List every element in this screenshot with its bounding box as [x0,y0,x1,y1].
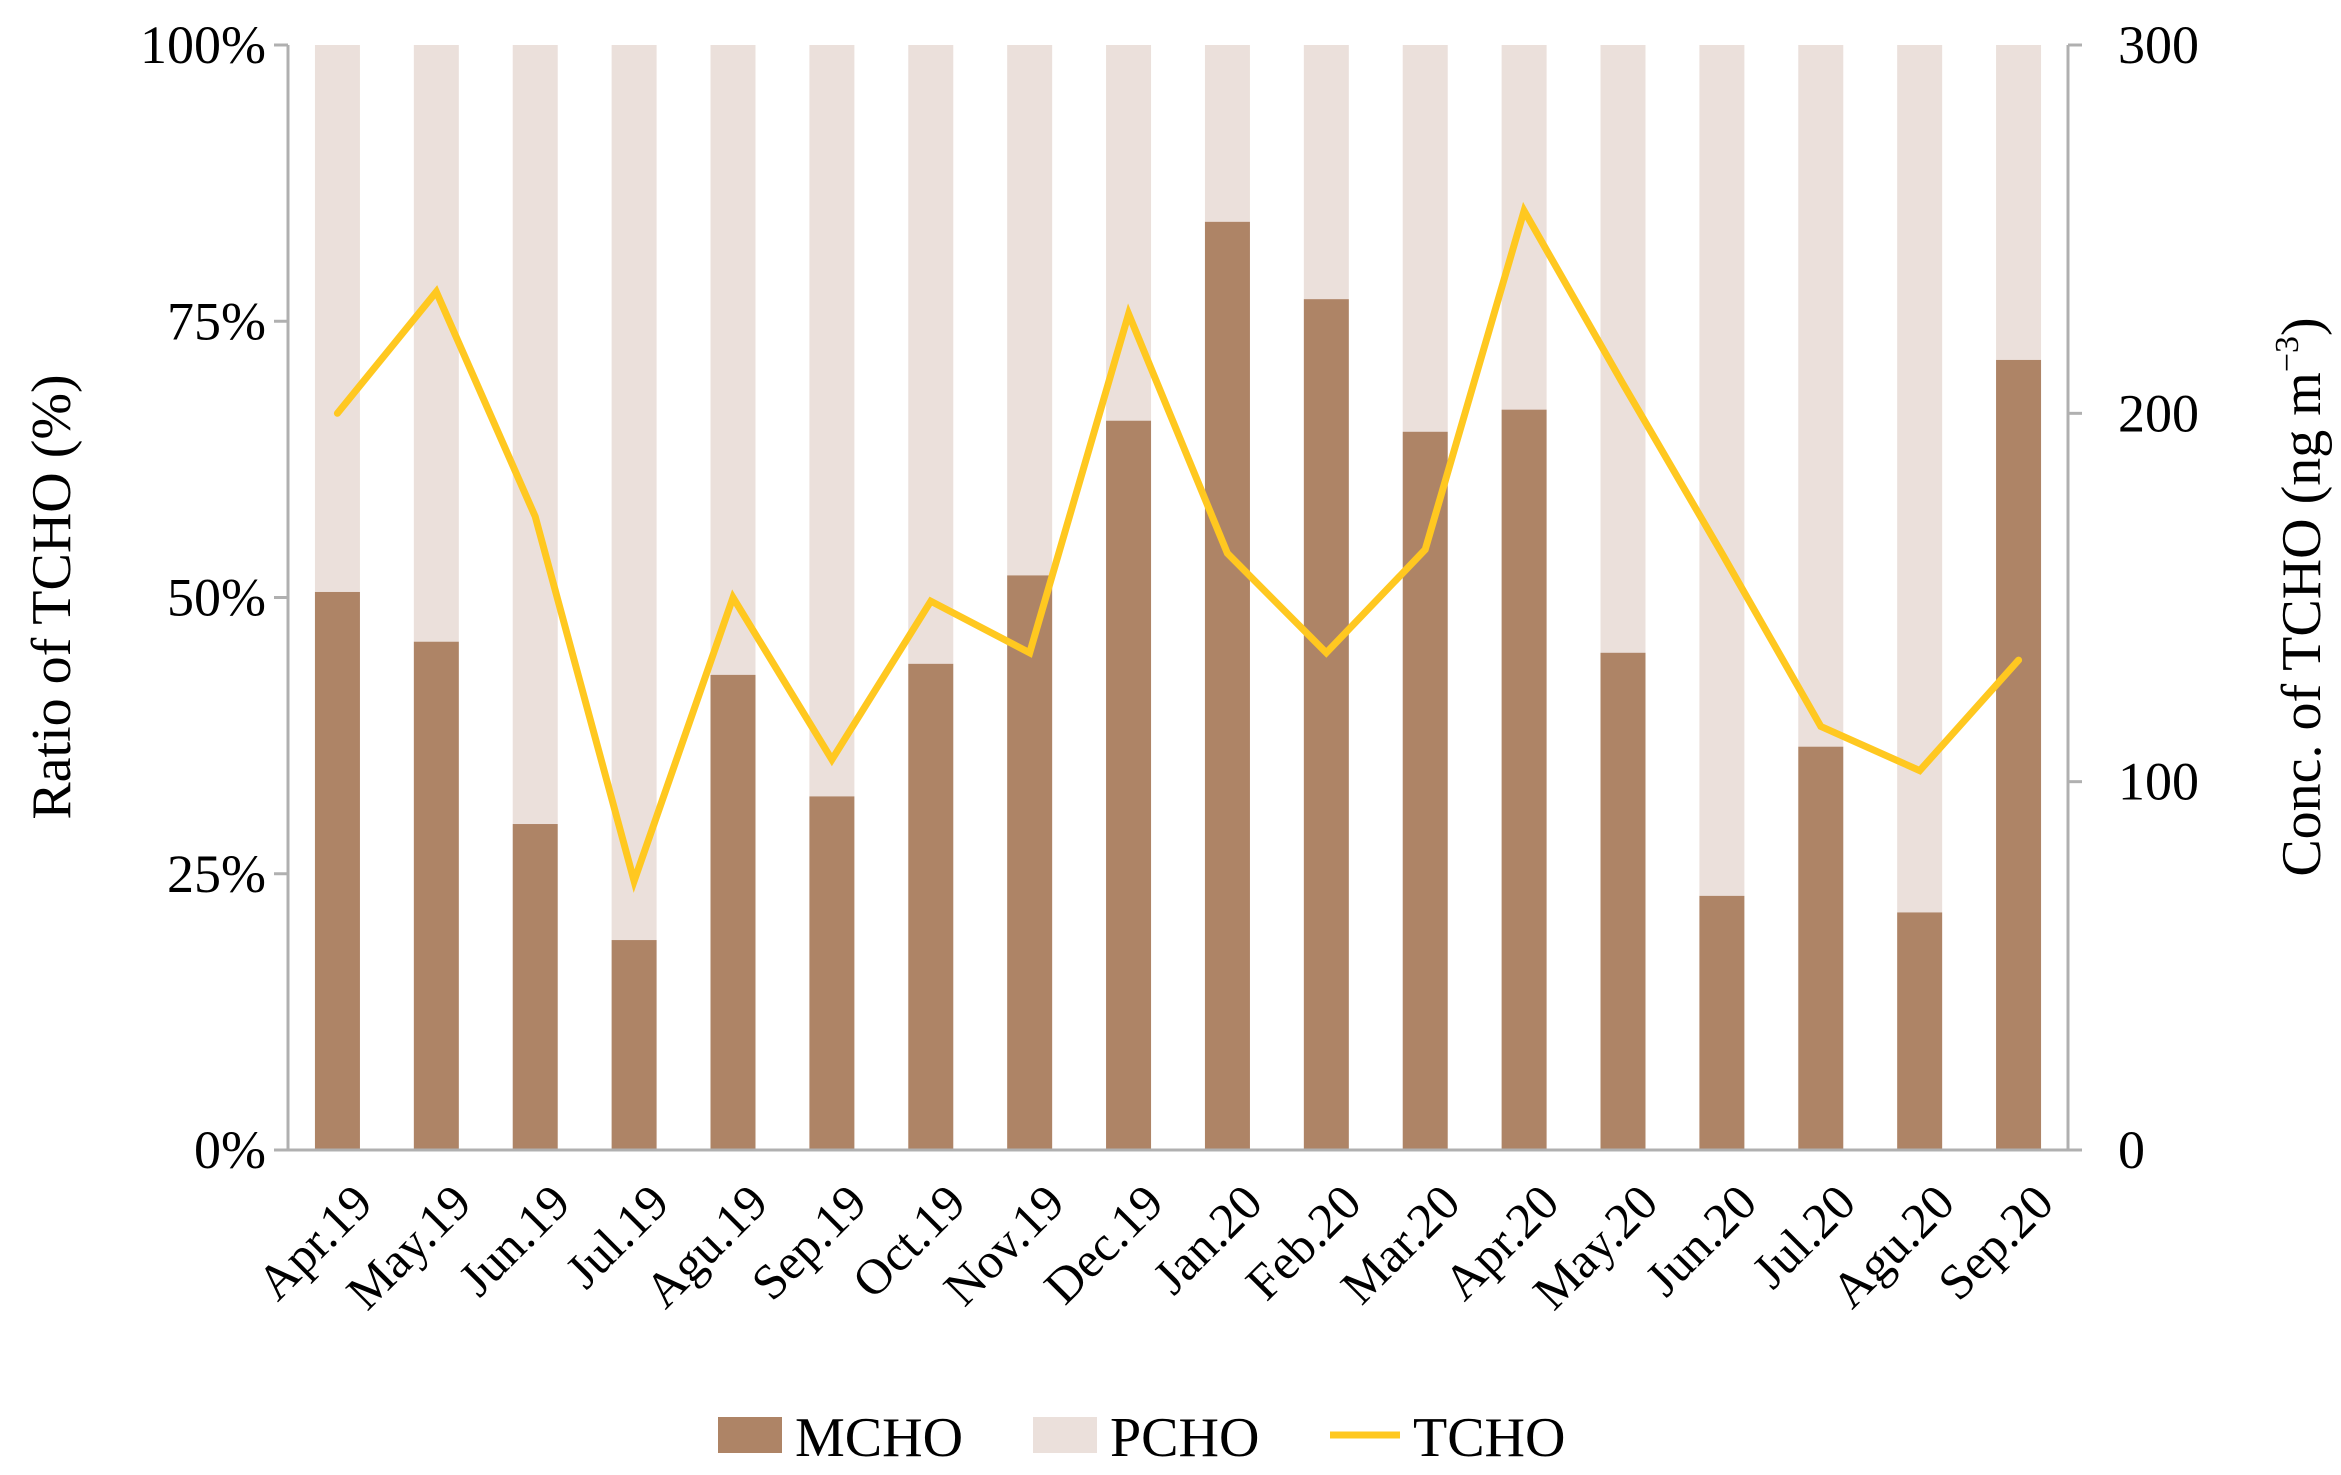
y-right-axis-title-close: ) [2271,317,2333,336]
category-labels: Apr.19May.19Jun.19Jul.19Agu.19Sep.19Oct.… [246,1174,2064,1320]
bar-pcho [1996,45,2042,360]
bar-mcho [1996,359,2042,1150]
bar-pcho [314,45,360,592]
ticks-layer: 0% 25% 50% 75% 100% 0 100 200 300 [140,15,2199,1180]
legend-swatch-pcho [1033,1417,1097,1453]
y-left-tick-label: 100% [140,15,266,75]
bar-pcho [1204,45,1250,222]
y-left-tick-label: 25% [167,844,266,904]
y-right-tick-label: 300 [2118,15,2199,75]
legend-label-tcho: TCHO [1413,1407,1565,1469]
bar-mcho [1204,221,1250,1151]
bar-pcho [1501,45,1547,410]
bar-pcho [1798,45,1844,747]
y-right-axis-title-main: Conc. of TCHO (ng m [2271,372,2333,877]
bar-mcho [314,591,360,1150]
bar-mcho [1501,409,1547,1150]
legend-label-pcho: PCHO [1110,1407,1259,1469]
bar-mcho [1007,575,1053,1150]
legend-swatch-mcho [718,1417,782,1453]
legend: MCHO PCHO TCHO [718,1407,1565,1469]
y-right-tick-label: 200 [2118,383,2199,443]
bar-mcho [413,641,459,1150]
x-tick-label: Jun.20 [1634,1174,1767,1307]
bar-pcho [1402,45,1448,432]
line-tcho [333,201,2023,893]
bar-mcho [908,663,954,1150]
bars-layer [314,45,2042,1151]
bar-mcho [1303,299,1349,1150]
bar-pcho [1897,45,1943,913]
y-right-axis-title-sup: −3 [2269,336,2306,372]
y-left-axis-title: Ratio of TCHO (%) [21,374,83,819]
bar-mcho [1106,420,1152,1150]
bar-pcho [1303,45,1349,300]
y-right-tick-label: 0 [2118,1120,2145,1180]
legend-label-mcho: MCHO [795,1407,963,1469]
bar-pcho [710,45,756,675]
bar-pcho [1699,45,1745,896]
x-tick-label: Jun.19 [448,1174,581,1307]
bar-pcho [1600,45,1646,653]
bar-mcho [710,674,756,1150]
bar-mcho [1699,895,1745,1150]
bar-pcho [611,45,657,941]
y-left-tick-label: 50% [167,568,266,628]
bar-pcho [908,45,954,664]
bar-mcho [611,940,657,1150]
bar-mcho [1600,652,1646,1150]
bar-pcho [512,45,558,825]
bar-mcho [512,824,558,1150]
bar-mcho [1897,912,1943,1150]
bar-pcho [1007,45,1053,576]
line-layer [333,201,2023,893]
x-tick-label: Sep.20 [1927,1174,2064,1311]
y-right-axis-title: Conc. of TCHO (ng m−3) [2269,317,2333,876]
x-tick-label: Sep.19 [740,1174,877,1311]
y-right-tick-label: 100 [2118,752,2199,812]
y-left-tick-label: 0% [194,1120,266,1180]
bar-mcho [1798,746,1844,1150]
bar-pcho [413,45,459,642]
bar-mcho [809,796,855,1150]
bar-pcho [809,45,855,797]
y-left-tick-label: 75% [167,291,266,351]
